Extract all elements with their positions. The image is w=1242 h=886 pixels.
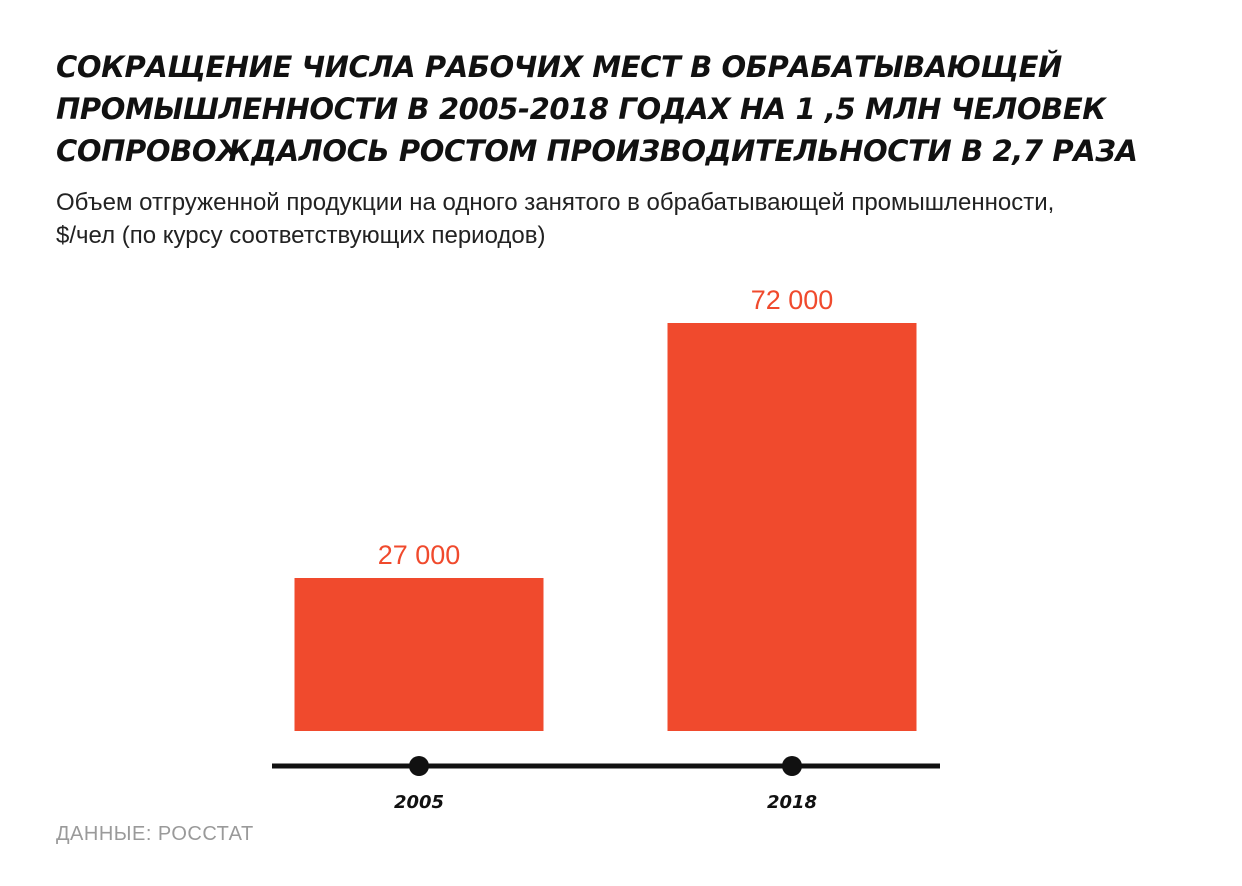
- chart-title: Сокращение числа рабочих мест в обрабаты…: [56, 50, 1138, 168]
- x-ticks-group: 2005 2018: [394, 756, 817, 813]
- tick-marker-2005: [409, 756, 429, 776]
- value-label-2005: 27 000: [378, 540, 461, 570]
- data-source: ДАННЫЕ: РОССТАТ: [56, 823, 254, 845]
- chart-subtitle: Объем отгруженной продукции на одного за…: [56, 189, 1055, 249]
- x-tick-label-2018: 2018: [767, 792, 817, 813]
- tick-marker-2018: [782, 756, 802, 776]
- x-tick-label-2005: 2005: [394, 792, 444, 813]
- bars-group: 27 000 72 000: [294, 285, 917, 731]
- bar-2018: [667, 323, 917, 731]
- bar-2005: [294, 578, 544, 731]
- value-label-2018: 72 000: [751, 285, 834, 315]
